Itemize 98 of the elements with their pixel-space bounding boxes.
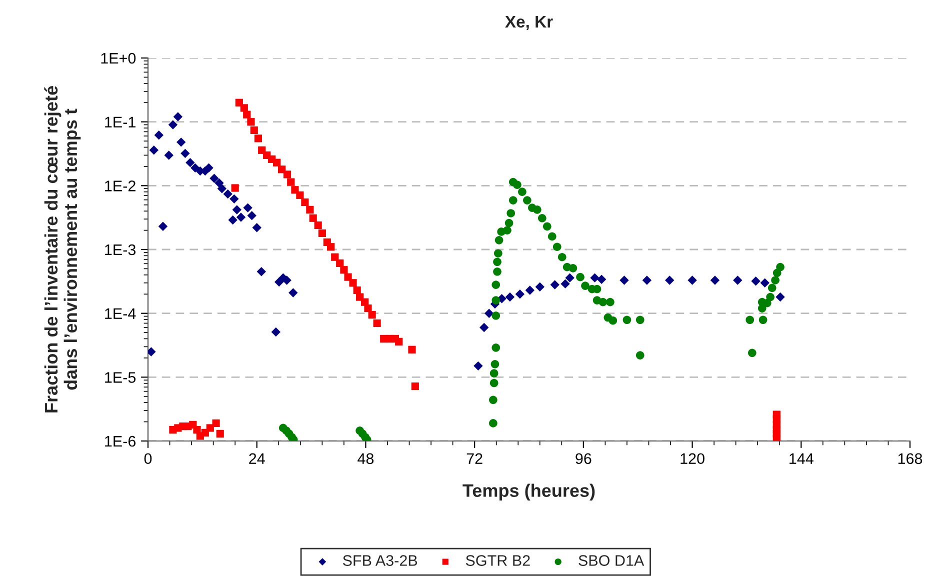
chart-title: Xe, Kr	[505, 16, 553, 30]
point	[309, 214, 317, 222]
point	[314, 221, 322, 230]
point	[288, 288, 298, 298]
point	[296, 191, 304, 199]
point	[479, 322, 489, 332]
point	[484, 308, 494, 318]
point	[474, 361, 483, 371]
point	[349, 279, 357, 287]
x-tick-label: 144	[790, 453, 814, 464]
point	[688, 276, 697, 285]
point	[550, 280, 560, 290]
point	[256, 267, 266, 276]
point	[247, 118, 255, 126]
point	[331, 253, 339, 261]
point	[776, 292, 785, 302]
point	[230, 194, 239, 204]
point	[326, 243, 335, 251]
point	[158, 222, 168, 232]
point	[149, 146, 158, 155]
point	[271, 327, 281, 337]
point	[250, 126, 258, 134]
point	[710, 276, 720, 285]
point	[344, 273, 352, 281]
point	[395, 338, 403, 346]
point	[243, 203, 252, 212]
x-tick-label: 48	[358, 453, 374, 464]
point	[204, 163, 214, 172]
point	[535, 282, 544, 292]
point	[515, 290, 525, 299]
point	[216, 430, 224, 438]
y-tick-label: 1E-2	[105, 180, 136, 192]
point	[148, 347, 156, 356]
y-tick-label: 1E-6	[105, 436, 136, 447]
point	[411, 382, 419, 390]
point	[760, 278, 770, 288]
point	[751, 276, 760, 286]
point	[210, 174, 219, 183]
x-tick-label: 168	[898, 453, 922, 464]
y-axis-title: Fraction de l’inventaire du cœur rejeté dans l’environnement au temps t	[44, 86, 81, 412]
y-tick-label: 1E-1	[105, 116, 136, 128]
point	[212, 419, 220, 428]
y-tick-label: 1E-3	[105, 244, 136, 256]
point	[232, 205, 242, 214]
legend-label: SGTR B2	[466, 555, 530, 566]
point	[596, 274, 606, 284]
point	[217, 184, 227, 194]
point	[318, 229, 326, 238]
point	[254, 134, 262, 142]
point	[168, 120, 178, 130]
point	[243, 110, 251, 118]
point	[154, 130, 164, 140]
point	[772, 434, 780, 441]
point	[665, 276, 674, 285]
legend-label: SFB A3-2B	[342, 555, 418, 566]
point	[565, 273, 574, 282]
point	[373, 319, 381, 328]
point	[186, 158, 195, 168]
x-axis-title: Temps (heures)	[462, 484, 595, 501]
legend-label: SBO D1A	[578, 555, 644, 566]
point	[287, 178, 295, 186]
x-tick-label: 120	[680, 453, 704, 464]
point	[247, 210, 256, 220]
x-tick-label: 24	[249, 453, 265, 464]
point	[368, 310, 376, 319]
point	[252, 223, 262, 232]
point	[408, 346, 416, 354]
point	[525, 286, 535, 295]
point	[173, 112, 183, 122]
point	[642, 276, 652, 285]
point	[505, 292, 515, 302]
point	[206, 424, 214, 432]
point	[560, 279, 570, 288]
point	[590, 273, 600, 282]
y-tick-label: 1E-4	[105, 308, 136, 319]
point	[164, 150, 174, 160]
point	[733, 276, 742, 285]
point	[273, 158, 281, 166]
point	[223, 189, 232, 199]
x-tick-label: 96	[576, 453, 592, 464]
point	[283, 170, 292, 178]
point	[301, 198, 309, 206]
point	[306, 206, 314, 214]
y-tick-label: 1E-5	[105, 372, 136, 383]
point	[364, 304, 372, 312]
point	[236, 212, 246, 222]
point	[176, 138, 186, 147]
point	[620, 276, 629, 285]
x-tick-label: 72	[466, 453, 482, 464]
point	[340, 266, 348, 274]
point	[336, 259, 344, 268]
point	[231, 184, 239, 192]
x-tick-label: 0	[144, 453, 152, 464]
point	[240, 104, 248, 112]
point	[180, 148, 190, 158]
y-tick-label: 1E+0	[101, 52, 136, 64]
point	[228, 215, 238, 225]
point	[190, 163, 200, 172]
